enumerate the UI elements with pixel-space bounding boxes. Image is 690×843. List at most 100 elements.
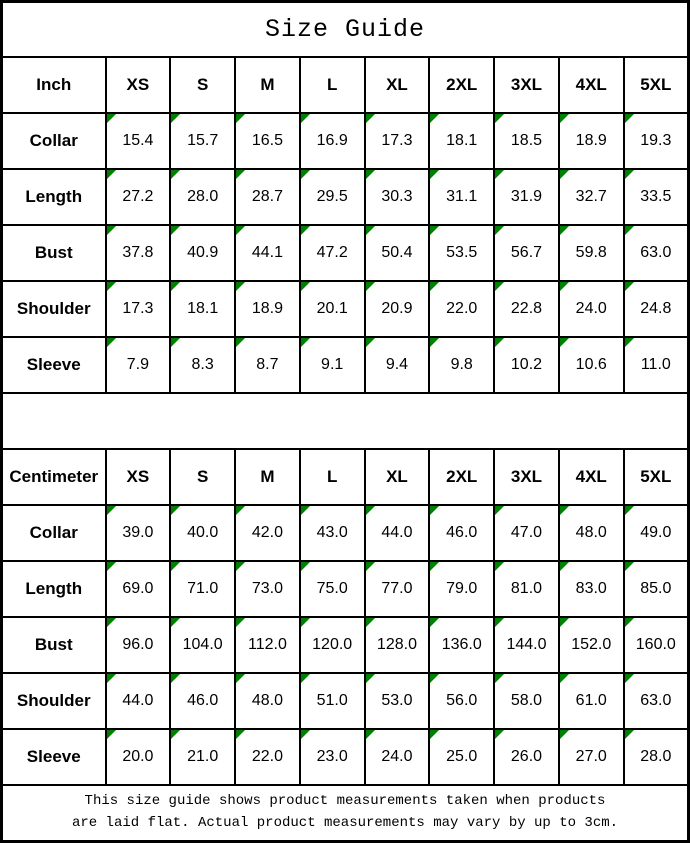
measurement-value: 79.0 xyxy=(446,579,478,597)
value-cell: 17.3 xyxy=(104,279,172,338)
value-cell: 61.0 xyxy=(557,671,625,730)
size-header-cell: XL xyxy=(363,55,431,114)
table-spacer-row xyxy=(0,391,690,450)
measurement-value: 22.0 xyxy=(251,747,283,765)
table-row: Shoulder 44.0 46.0 48.0 51.0 53.0 56.0 58.0 61.0… xyxy=(0,671,690,730)
measurement-value: 25.0 xyxy=(446,747,478,765)
measurement-value: 39.0 xyxy=(122,523,154,541)
cell-corner-marker-icon xyxy=(496,730,505,739)
cell-corner-marker-icon xyxy=(366,282,375,291)
value-cell: 144.0 xyxy=(493,615,560,674)
measurement-value: 136.0 xyxy=(441,635,482,653)
row-label-cell: Bust xyxy=(0,615,107,674)
value-cell: 30.3 xyxy=(363,167,431,226)
row-label-cell: Collar xyxy=(0,111,107,170)
cell-corner-marker-icon xyxy=(431,674,440,683)
value-cell: 46.0 xyxy=(428,503,496,562)
measurement-value: 61.0 xyxy=(575,691,607,709)
cell-corner-marker-icon xyxy=(237,730,246,739)
value-cell: 18.9 xyxy=(234,279,301,338)
row-label-cell: Length xyxy=(0,559,107,618)
size-header-cell: 5XL xyxy=(622,447,690,506)
measurement-value: 7.9 xyxy=(126,355,149,373)
cell-corner-marker-icon xyxy=(625,562,634,571)
cell-corner-marker-icon xyxy=(172,114,181,123)
value-cell: 104.0 xyxy=(169,615,237,674)
value-cell: 16.5 xyxy=(234,111,301,170)
value-cell: 18.1 xyxy=(169,279,237,338)
measurement-value: 8.3 xyxy=(191,355,214,373)
value-cell: 18.5 xyxy=(493,111,560,170)
cell-corner-marker-icon xyxy=(625,170,634,179)
table-row: Bust 37.8 40.9 44.1 47.2 50.4 53.5 56.7 59.8 63.0 xyxy=(0,223,690,282)
cell-corner-marker-icon xyxy=(301,114,310,123)
measurement-value: 28.7 xyxy=(251,187,283,205)
measurement-value: 63.0 xyxy=(640,243,672,261)
cell-corner-marker-icon xyxy=(560,114,569,123)
cell-corner-marker-icon xyxy=(431,506,440,515)
cell-corner-marker-icon xyxy=(172,282,181,291)
measurement-value: 69.0 xyxy=(122,579,154,597)
size-header-cell: L xyxy=(298,55,366,114)
cell-corner-marker-icon xyxy=(366,170,375,179)
page-title: Size Guide xyxy=(0,0,690,58)
cell-corner-marker-icon xyxy=(366,674,375,683)
value-cell: 53.5 xyxy=(428,223,496,282)
measurement-value: 112.0 xyxy=(247,635,287,653)
measurement-value: 24.8 xyxy=(640,299,672,317)
value-cell: 56.7 xyxy=(493,223,560,282)
cell-corner-marker-icon xyxy=(107,618,116,627)
measurement-value: 44.0 xyxy=(122,691,154,709)
measurement-value: 53.0 xyxy=(381,691,413,709)
value-cell: 48.0 xyxy=(234,671,301,730)
value-cell: 96.0 xyxy=(104,615,172,674)
table-spacer xyxy=(0,391,690,450)
unit-header-cell: Centimeter xyxy=(0,447,107,506)
value-cell: 79.0 xyxy=(428,559,496,618)
value-cell: 46.0 xyxy=(169,671,237,730)
value-cell: 37.8 xyxy=(104,223,172,282)
cell-corner-marker-icon xyxy=(431,338,440,347)
value-cell: 59.8 xyxy=(557,223,625,282)
value-cell: 63.0 xyxy=(622,223,690,282)
measurement-value: 46.0 xyxy=(187,691,219,709)
size-header-cell: L xyxy=(298,447,366,506)
measurement-value: 104.0 xyxy=(182,635,223,653)
cell-corner-marker-icon xyxy=(496,170,505,179)
table-row: Collar 15.4 15.7 16.5 16.9 17.3 18.1 18.5 18.9 19… xyxy=(0,111,690,170)
cell-corner-marker-icon xyxy=(496,114,505,123)
measurement-value: 73.0 xyxy=(251,579,283,597)
cell-corner-marker-icon xyxy=(496,282,505,291)
size-header-cell: 2XL xyxy=(428,447,496,506)
size-header-cell: 3XL xyxy=(493,55,560,114)
cell-corner-marker-icon xyxy=(237,674,246,683)
cell-corner-marker-icon xyxy=(366,562,375,571)
measurement-value: 50.4 xyxy=(381,243,413,261)
measurement-value: 17.3 xyxy=(381,131,413,149)
measurement-value: 56.0 xyxy=(446,691,478,709)
cell-corner-marker-icon xyxy=(172,730,181,739)
value-cell: 24.8 xyxy=(622,279,690,338)
cell-corner-marker-icon xyxy=(237,170,246,179)
measurement-value: 18.9 xyxy=(575,131,607,149)
cell-corner-marker-icon xyxy=(496,338,505,347)
measurement-value: 18.9 xyxy=(251,299,283,317)
cell-corner-marker-icon xyxy=(172,618,181,627)
size-header-cell: S xyxy=(169,447,237,506)
value-cell: 23.0 xyxy=(298,727,366,786)
measurement-value: 18.1 xyxy=(446,131,478,149)
unit-header-cell: Inch xyxy=(0,55,107,114)
value-cell: 10.2 xyxy=(493,335,560,394)
footer-note: This size guide shows product measuremen… xyxy=(0,783,690,843)
cell-corner-marker-icon xyxy=(107,562,116,571)
cell-corner-marker-icon xyxy=(496,226,505,235)
cell-corner-marker-icon xyxy=(625,506,634,515)
value-cell: 29.5 xyxy=(298,167,366,226)
cell-corner-marker-icon xyxy=(301,338,310,347)
cell-corner-marker-icon xyxy=(366,730,375,739)
row-label-cell: Sleeve xyxy=(0,727,107,786)
value-cell: 83.0 xyxy=(557,559,625,618)
measurement-value: 24.0 xyxy=(575,299,607,317)
value-cell: 24.0 xyxy=(363,727,431,786)
value-cell: 58.0 xyxy=(493,671,560,730)
